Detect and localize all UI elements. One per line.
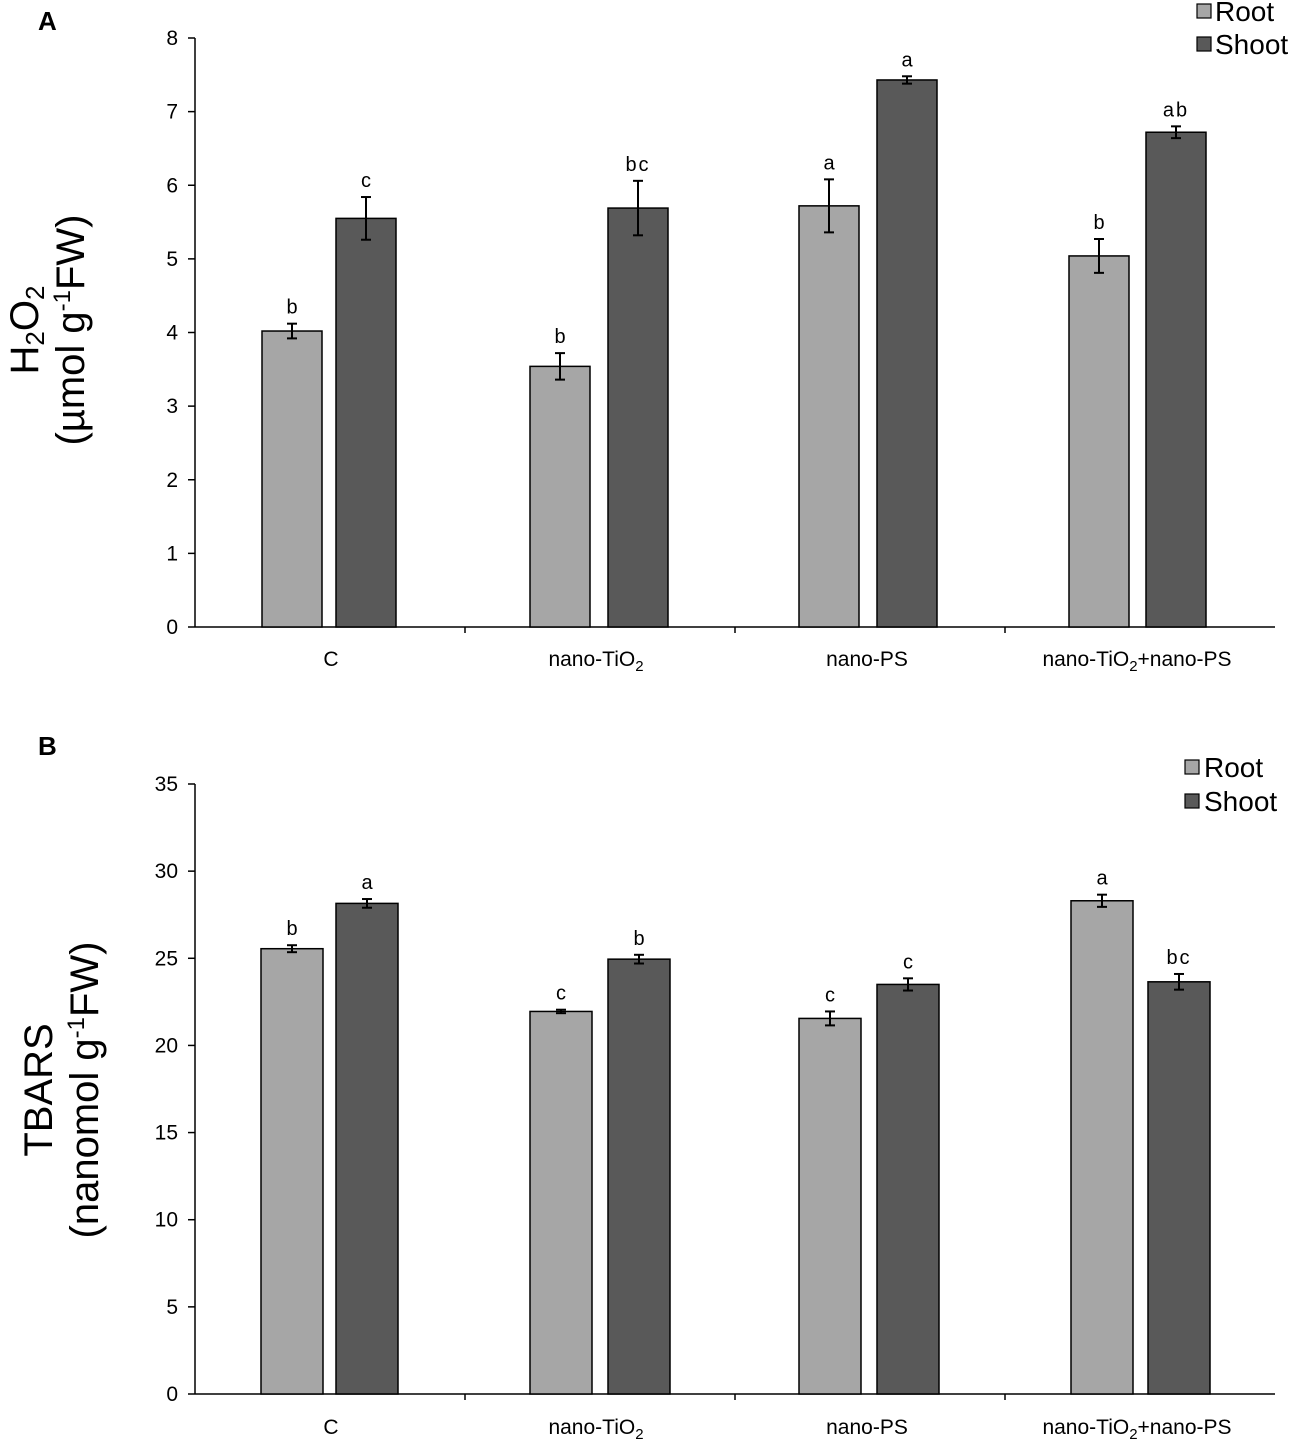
panel-b-letter: B bbox=[38, 731, 57, 761]
panel-a-bar-shoot-0 bbox=[335, 217, 397, 628]
panel-b-x-labels: C nano-TiO2 nano-PS nano-TiO2+nano-PS bbox=[323, 1416, 1231, 1443]
panel-b-y-tick-label: 15 bbox=[155, 1122, 178, 1145]
panel-b-y-tick-label: 25 bbox=[155, 947, 178, 970]
panel-b-category-nano-tio2: nano-TiO2 bbox=[548, 1416, 643, 1443]
panel-a-bar-root-3 bbox=[1068, 255, 1130, 628]
panel-b-category-c: C bbox=[323, 1416, 338, 1439]
panel-a-legend-root-swatch bbox=[1196, 3, 1212, 19]
panel-b-bar-root-0 bbox=[260, 947, 324, 1395]
panel-a-category-nano-tio2: nano-TiO2 bbox=[548, 648, 643, 675]
panel-a-y-tick-label: 0 bbox=[166, 616, 178, 639]
panel-b-legend-shoot-label: Shoot bbox=[1204, 786, 1277, 817]
panel-a-y-tick-label: 4 bbox=[166, 322, 178, 345]
panel-a-category-nano-ps: nano-PS bbox=[826, 648, 908, 671]
panel-a-y-tick-label: 1 bbox=[166, 542, 178, 565]
panel-b-bar-shoot-1 bbox=[607, 958, 671, 1395]
panel-b-y-axis-title: TBARS (nanomol g-1FW) bbox=[17, 942, 107, 1239]
panel-b-category-nano-ps: nano-PS bbox=[826, 1416, 908, 1439]
panel-b-bar-root-3 bbox=[1070, 900, 1134, 1395]
panel-a-sig-letter-root-0: b bbox=[286, 297, 297, 319]
panel-b-sig-letter-shoot-1: b bbox=[633, 928, 644, 950]
panel-a-bar-shoot-2 bbox=[876, 79, 938, 628]
panel-b-y-tick-label: 35 bbox=[155, 773, 178, 796]
panel-b: B TBARS (nanomol g-1FW) 0 5 10 15 20 25 30 35 b… bbox=[17, 731, 1277, 1443]
panel-a-sig-letter-shoot-2: a bbox=[901, 49, 913, 71]
panel-b-sig-letter-root-3: a bbox=[1096, 868, 1108, 890]
panel-a-bar-root-1 bbox=[529, 365, 591, 628]
panel-b-bar-shoot-3 bbox=[1147, 981, 1211, 1395]
panel-b-legend: Root Shoot bbox=[1184, 752, 1277, 817]
panel-a-y-tick-label: 5 bbox=[166, 248, 178, 271]
panel-a-y-tick-label: 8 bbox=[166, 27, 178, 50]
panel-b-category-combo: nano-TiO2+nano-PS bbox=[1042, 1416, 1231, 1443]
panel-b-y-tick-label: 20 bbox=[155, 1034, 178, 1057]
panel-a-x-labels: C nano-TiO2 nano-PS nano-TiO2+nano-PS bbox=[323, 648, 1231, 675]
panel-a-category-combo: nano-TiO2+nano-PS bbox=[1042, 648, 1231, 675]
panel-b-y-title-main: TBARS bbox=[17, 1023, 61, 1156]
panel-a-sig-letter-root-3: b bbox=[1093, 212, 1104, 234]
panel-a-letter: A bbox=[38, 6, 57, 36]
panel-a-bar-shoot-3 bbox=[1145, 131, 1207, 628]
panel-a-legend-root-label: Root bbox=[1215, 0, 1274, 27]
panel-b-legend-root-swatch bbox=[1184, 759, 1200, 775]
panel-b-sig-letter-shoot-2: c bbox=[903, 951, 913, 973]
panel-a-sig-letter-root-2: a bbox=[823, 152, 835, 174]
panel-b-y-tick-label: 5 bbox=[166, 1296, 178, 1319]
panel-b-y-title-unit: (nanomol g-1FW) bbox=[63, 942, 107, 1239]
panel-b-sig-letter-root-1: c bbox=[556, 983, 566, 1005]
panel-a-bar-root-0 bbox=[261, 330, 323, 628]
panel-a-sig-letter-shoot-3: ab bbox=[1163, 99, 1189, 121]
panel-a-bar-root-2 bbox=[798, 205, 860, 628]
panel-b-sig-letter-root-2: c bbox=[825, 984, 835, 1006]
panel-a-sig-letter-root-1: b bbox=[554, 326, 565, 348]
panel-b-y-tick-label: 0 bbox=[166, 1383, 178, 1406]
panel-a-legend-shoot-swatch bbox=[1196, 36, 1212, 52]
panel-b-sig-letter-root-0: b bbox=[286, 918, 297, 940]
panel-a-legend: Root Shoot bbox=[1196, 0, 1288, 60]
panel-b-bar-root-1 bbox=[529, 1010, 593, 1395]
panel-a-y-tick-label: 6 bbox=[166, 174, 178, 197]
panel-b-y-tick-label: 30 bbox=[155, 860, 178, 883]
panel-a-bar-shoot-1 bbox=[607, 207, 669, 628]
panel-b-legend-shoot-swatch bbox=[1184, 793, 1200, 809]
panel-a-y-tick-label: 7 bbox=[166, 101, 178, 124]
panel-b-legend-root-label: Root bbox=[1204, 752, 1263, 783]
panel-b-bar-root-2 bbox=[798, 1017, 862, 1395]
panel-a-y-axis-title: H2O2 (µmol g-1FW) bbox=[3, 214, 93, 445]
panel-a-y-title-unit: (µmol g-1FW) bbox=[49, 214, 93, 445]
panel-b-bar-shoot-2 bbox=[876, 983, 940, 1395]
panel-b-y-tick-label: 10 bbox=[155, 1209, 178, 1232]
panel-a-y-tick-label: 3 bbox=[166, 395, 178, 418]
panel-b-sig-letter-shoot-3: bc bbox=[1166, 947, 1191, 969]
panel-a-sig-letter-shoot-0: c bbox=[361, 170, 371, 192]
panel-a-category-c: C bbox=[323, 648, 338, 671]
panel-b-bar-shoot-0 bbox=[335, 902, 399, 1395]
panel-a-sig-letter-shoot-1: bc bbox=[625, 154, 650, 176]
panel-a-y-title-main: H2O2 bbox=[3, 286, 50, 375]
panel-a-y-tick-label: 2 bbox=[166, 469, 178, 492]
panel-a-legend-shoot-label: Shoot bbox=[1215, 29, 1288, 60]
panel-b-sig-letter-shoot-0: a bbox=[361, 872, 373, 894]
